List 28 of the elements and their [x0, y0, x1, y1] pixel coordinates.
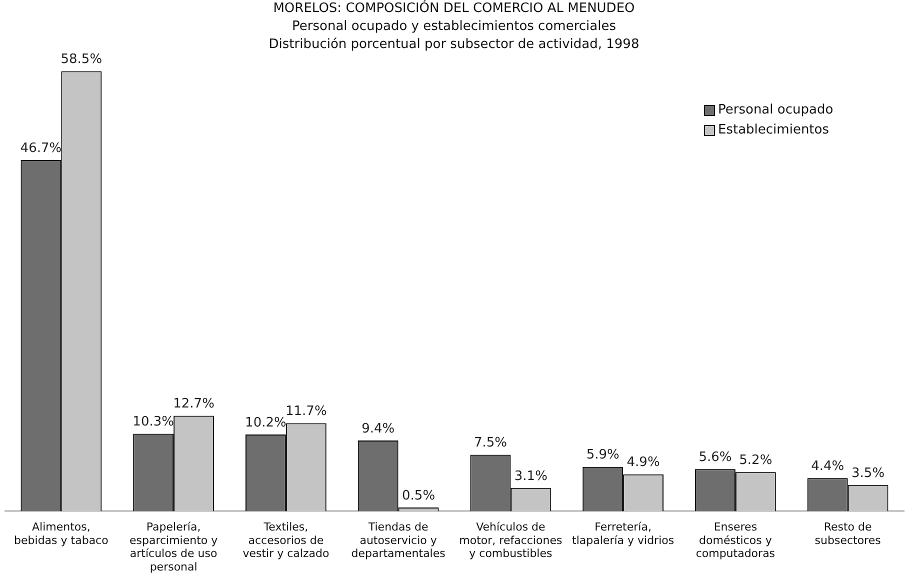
- data-label: 5.6%: [698, 450, 732, 465]
- data-label: 58.5%: [60, 52, 102, 68]
- chart-subtitle: Personal ocupado y establecimientos comerciales Distribución porcentual por subsector de actividad, 1998: [268, 18, 640, 52]
- data-label: 7.5%: [474, 436, 507, 451]
- x-tick-label: Textiles, accesorios de vestir y calzado: [242, 520, 330, 560]
- data-label: 0.5%: [402, 488, 436, 504]
- x-tick-label: Resto de subsectores: [814, 520, 882, 547]
- data-label: 5.9%: [586, 448, 620, 463]
- data-label: 4.9%: [626, 455, 660, 470]
- x-tick-label: Vehículos de motor, refacciones y combustibles: [459, 520, 562, 560]
- data-label: 4.4%: [811, 458, 844, 474]
- data-label: 3.5%: [852, 466, 885, 481]
- legend-label: Establecimientos: [718, 122, 830, 138]
- data-label: 10.3%: [132, 414, 174, 430]
- data-label: 11.7%: [286, 404, 327, 420]
- chart-title: MORELOS: COMPOSICIÓN DEL COMERCIO AL MENUDEO: [273, 0, 635, 16]
- data-label: 10.2%: [245, 415, 286, 430]
- data-label: 5.2%: [739, 452, 772, 468]
- legend-label: Personal ocupado: [718, 102, 834, 118]
- x-tick-label: Alimentos, bebidas y tabaco: [14, 520, 109, 547]
- data-label: 9.4%: [362, 421, 395, 436]
- data-label: 46.7%: [20, 140, 62, 156]
- x-tick-label: Papelería, esparcimiento y artículos de uso personal: [129, 520, 218, 574]
- x-tick-label: Tiendas de autoservicio y departamentales: [351, 520, 446, 560]
- x-tick-label: Ferretería, tlapalería y vidrios: [572, 520, 674, 547]
- data-label: 3.1%: [514, 468, 548, 484]
- data-label: 12.7%: [173, 396, 214, 412]
- x-tick-label: Enseres domésticos y computadoras: [696, 520, 776, 560]
